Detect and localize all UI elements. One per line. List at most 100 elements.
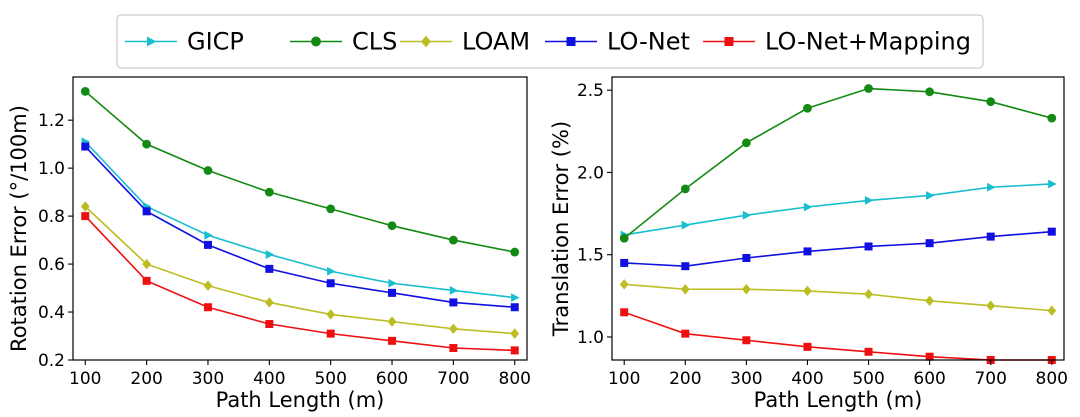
legend-marker-cls bbox=[311, 36, 321, 47]
y-axis-label: Translation Error (%) bbox=[549, 121, 573, 337]
legend-item-lo-net: LO-Net bbox=[545, 28, 690, 56]
y-tick-label: 1.2 bbox=[38, 111, 65, 131]
data-point-loam-600 bbox=[387, 316, 397, 327]
data-point-lo-net-500 bbox=[326, 279, 335, 288]
legend-marker-lo-net-mapping bbox=[724, 37, 734, 46]
plot-frame bbox=[611, 76, 1065, 361]
data-point-cls-100 bbox=[80, 86, 90, 96]
data-point-lo-net-mapping-700 bbox=[449, 344, 458, 353]
y-tick-label: 0.2 bbox=[38, 351, 65, 371]
data-point-cls-200 bbox=[142, 139, 152, 149]
y-axis-label: Rotation Error (°/100m) bbox=[7, 105, 31, 352]
series-line-gicp bbox=[84, 141, 515, 299]
data-point-loam-700 bbox=[448, 323, 458, 335]
data-point-lo-net-700 bbox=[986, 232, 995, 241]
series-lo-net-mapping bbox=[620, 308, 1056, 364]
data-point-lo-net-mapping-300 bbox=[742, 336, 751, 345]
legend-marker-gicp bbox=[146, 36, 157, 47]
y-tick-label: 1.5 bbox=[577, 246, 604, 266]
data-point-loam-300 bbox=[203, 280, 213, 291]
y-tick-label: 2.0 bbox=[577, 163, 604, 183]
data-point-lo-net-300 bbox=[742, 253, 751, 262]
data-point-gicp-600 bbox=[926, 191, 935, 200]
x-axis-label: Path Length (m) bbox=[754, 388, 923, 412]
data-point-cls-500 bbox=[864, 84, 873, 93]
data-point-lo-net-200 bbox=[681, 262, 690, 271]
data-point-loam-200 bbox=[142, 258, 152, 270]
translation-error-chart: 100 200 300 400 500 600 700 800 1.0 1.5 2.0 2.5 Path… bbox=[549, 76, 1068, 412]
y-tick-label: 2.5 bbox=[577, 81, 604, 101]
x-tick-label: 500 bbox=[314, 369, 346, 389]
data-point-gicp-600 bbox=[388, 278, 397, 288]
legend-marker-lo-net bbox=[566, 37, 576, 46]
legend-item-gicp: GICP bbox=[125, 28, 244, 56]
legend-label-lo-net-mapping: LO-Net+Mapping bbox=[765, 28, 971, 56]
data-point-cls-100 bbox=[619, 233, 629, 243]
data-point-cls-800 bbox=[510, 247, 520, 257]
data-point-lo-net-mapping-200 bbox=[681, 329, 690, 338]
series-loam bbox=[80, 201, 520, 339]
rotation-error-chart: 100 200 300 400 500 600 700 800 0.2 0.4 0.6 0.8 1.0 1… bbox=[7, 76, 531, 412]
data-point-gicp-800 bbox=[511, 293, 520, 303]
data-point-loam-400 bbox=[803, 285, 812, 297]
data-point-lo-net-mapping-600 bbox=[388, 336, 397, 345]
legend-item-loam: LOAM bbox=[400, 28, 530, 56]
x-tick-label: 400 bbox=[791, 369, 823, 389]
legend: GICP CLS LOAM LO-Net LO-Net+Mapping bbox=[116, 14, 984, 69]
data-point-lo-net-mapping-400 bbox=[803, 342, 812, 351]
data-point-lo-net-400 bbox=[265, 264, 274, 273]
data-point-lo-net-100 bbox=[81, 142, 90, 151]
y-tick-label: 0.6 bbox=[38, 255, 65, 275]
x-axis-label: Path Length (m) bbox=[216, 388, 385, 412]
x-tick-label: 600 bbox=[913, 369, 945, 389]
series-line-lo-net-mapping bbox=[84, 215, 515, 352]
data-point-lo-net-mapping-800 bbox=[510, 346, 519, 355]
series-line-cls bbox=[623, 87, 1052, 239]
data-point-lo-net-mapping-200 bbox=[142, 276, 151, 285]
data-point-cls-600 bbox=[925, 87, 935, 97]
data-point-lo-net-700 bbox=[449, 298, 458, 307]
series-line-loam bbox=[84, 205, 515, 335]
series-lo-net bbox=[620, 227, 1056, 271]
x-tick-label: 300 bbox=[730, 369, 762, 389]
data-point-lo-net-100 bbox=[620, 258, 629, 267]
series-line-loam bbox=[624, 283, 1052, 312]
data-point-gicp-200 bbox=[681, 220, 691, 230]
series-line-cls bbox=[84, 90, 515, 253]
data-point-gicp-700 bbox=[987, 182, 996, 192]
x-tick-label: 600 bbox=[376, 369, 408, 389]
series-line-lo-net bbox=[84, 146, 515, 309]
data-point-loam-700 bbox=[986, 300, 996, 311]
data-point-lo-net-800 bbox=[510, 303, 519, 312]
data-point-cls-700 bbox=[448, 235, 458, 245]
y-tick-label: 1.0 bbox=[38, 159, 65, 179]
x-tick-label: 700 bbox=[437, 369, 469, 389]
data-point-cls-400 bbox=[264, 187, 274, 197]
data-point-lo-net-300 bbox=[203, 240, 212, 249]
data-point-gicp-300 bbox=[204, 230, 213, 240]
data-point-lo-net-400 bbox=[803, 247, 812, 256]
y-tick-label: 1.0 bbox=[577, 328, 604, 348]
data-point-lo-net-mapping-300 bbox=[203, 303, 212, 312]
data-point-gicp-400 bbox=[803, 202, 813, 212]
series-line-lo-net bbox=[624, 230, 1052, 268]
series-lo-net-mapping bbox=[81, 212, 519, 355]
x-tick-label: 200 bbox=[130, 369, 162, 389]
data-point-lo-net-500 bbox=[864, 242, 873, 251]
legend-label-loam: LOAM bbox=[462, 28, 530, 56]
data-point-cls-200 bbox=[680, 184, 690, 194]
data-point-loam-800 bbox=[1047, 305, 1057, 316]
data-point-lo-net-800 bbox=[1047, 227, 1056, 236]
data-point-gicp-800 bbox=[1048, 179, 1057, 189]
data-point-loam-500 bbox=[864, 288, 873, 300]
data-point-cls-600 bbox=[387, 221, 397, 231]
data-point-gicp-500 bbox=[864, 196, 874, 205]
legend-label-gicp: GICP bbox=[187, 28, 244, 56]
data-point-lo-net-600 bbox=[388, 288, 397, 297]
data-point-loam-400 bbox=[264, 297, 274, 308]
data-point-lo-net-mapping-600 bbox=[925, 352, 934, 361]
data-point-lo-net-200 bbox=[142, 207, 151, 216]
data-point-loam-600 bbox=[925, 295, 935, 306]
data-point-lo-net-mapping-500 bbox=[864, 347, 873, 356]
